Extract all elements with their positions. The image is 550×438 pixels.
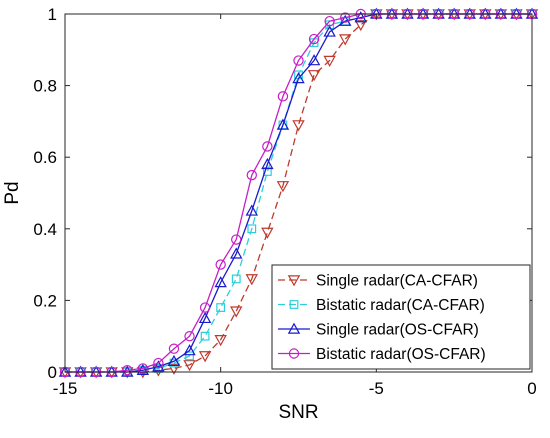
data-point [340,12,351,23]
x-tick-label: -5 [369,379,384,398]
data-point [324,15,335,27]
data-point [277,91,289,102]
data-point [230,306,243,318]
legend-item-4: Bistatic radar(OS-CFAR) [278,346,486,363]
data-point [121,365,134,377]
x-tick-label: -10 [208,379,233,398]
data-point [167,354,181,367]
x-axis-label: SNR [278,402,318,423]
legend-label: Bistatic radar(CA-CFAR) [316,297,485,314]
data-point [198,351,212,363]
data-point [199,302,211,313]
legend-label: Bistatic radar(OS-CFAR) [316,346,486,363]
data-point [245,204,259,216]
legend-marker [288,348,300,359]
y-tick-label: 0.8 [33,77,57,96]
data-point [262,141,273,152]
data-point [167,363,181,375]
data-point [307,70,321,82]
data-point [276,181,290,193]
data-point [230,247,243,259]
data-point [168,343,180,354]
y-tick-label: 1 [48,5,57,24]
data-point [231,234,242,245]
x-tick-label: -15 [53,379,78,398]
legend-item-3: Single radar(OS-CFAR) [278,322,479,339]
data-point [183,344,196,356]
data-point [246,169,257,181]
data-point [261,157,274,170]
data-point [307,54,321,66]
data-point [245,274,259,286]
legend-item-1: Single radar(CA-CFAR) [278,273,478,290]
legend-label: Single radar(OS-CFAR) [316,322,479,339]
data-point [153,357,164,369]
legend-marker [287,322,301,334]
data-point [184,331,195,342]
legend-box [271,264,531,370]
axes-box [64,13,533,373]
data-point [200,331,210,341]
data-point [122,365,133,376]
legend-marker [289,300,299,309]
data-point [292,72,305,84]
legend-label: Single radar(CA-CFAR) [316,273,478,290]
y-axis-label: Pd [2,181,23,204]
y-tick-label: 0.6 [33,148,57,167]
data-point [354,19,367,32]
data-point [247,224,257,234]
y-tick-label: 0.4 [33,220,57,239]
data-point [338,14,352,26]
data-point [262,167,272,176]
data-point [323,55,336,67]
data-point [136,363,150,375]
data-point [261,227,274,239]
legend-item-2: Bistatic radar(CA-CFAR) [278,297,485,314]
data-point [152,360,165,372]
axes: -15 -10 -5 0 0 0.2 0.4 0.6 0.8 1 SNR Pd [2,5,537,423]
data-point [198,311,212,324]
data-point [231,274,241,284]
data-point [216,303,226,312]
y-tick-label: 0 [48,363,57,382]
y-tick-label: 0.2 [33,291,57,310]
data-point [276,118,290,130]
data-point [215,259,226,270]
data-point [338,34,352,46]
data-point [214,276,227,288]
data-point [137,363,149,374]
data-point [354,11,367,23]
data-point [323,25,336,37]
x-tick-label: 0 [527,379,536,398]
data-point [214,335,227,347]
data-point [292,120,305,132]
data-point [293,55,304,66]
legend: Single radar(CA-CFAR) Bistatic radar(CA-C… [271,264,531,370]
legend-marker [287,275,301,287]
data-point [185,351,194,361]
data-point [183,360,196,372]
data-point [308,33,320,45]
